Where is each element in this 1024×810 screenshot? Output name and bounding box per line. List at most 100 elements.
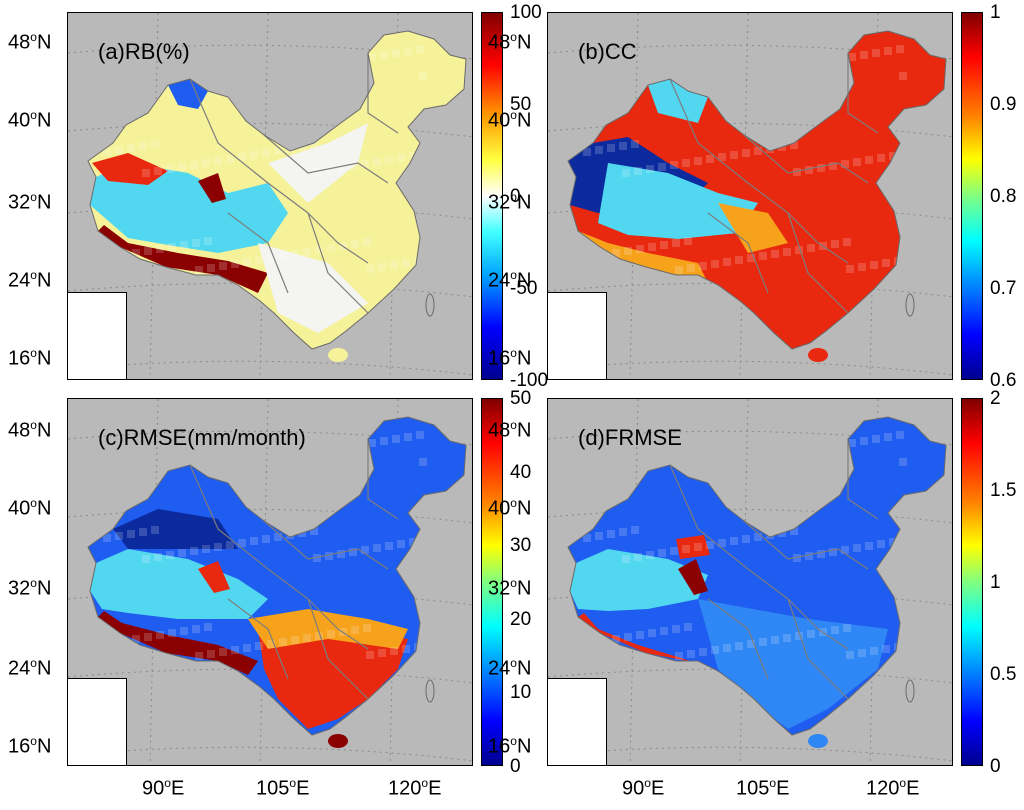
south-china-sea-inset [68,678,127,765]
grid-cell [843,624,851,632]
grid-cell [894,643,902,651]
grid-cell [870,647,878,655]
grid-cell [154,553,162,561]
grid-cell [209,52,217,60]
grid-cell [711,260,719,268]
grid-cell [706,541,714,549]
grid-cell [351,240,359,248]
colorbar-tick-label: 0.6 [990,370,1017,391]
grid-cell [279,252,287,260]
grid-cell [385,156,393,164]
grid-cell [421,536,429,544]
colorbar-tick-label: 50 [510,94,532,115]
map-frame-b: (b)CC [547,12,953,380]
grid-cell [841,546,849,554]
grid-cell [156,631,164,639]
grid-cell [103,148,111,156]
grid-cell [793,554,801,562]
panel-title-a: (a)RB(%) [98,39,190,64]
value-region [98,611,258,675]
longitude-label: 120oE [866,776,920,800]
grid-cell [120,637,128,645]
map-frame-a: (a)RB(%) [67,12,473,380]
grid-cell [139,528,147,536]
grid-cell [356,441,364,449]
grid-cell [125,452,133,460]
grid-cell [752,69,760,77]
grid-cell [190,547,198,555]
latitude-label: 16oN [488,346,532,370]
grid-cell [132,249,140,257]
grid-cell [221,50,229,58]
grid-cell [725,46,733,54]
grid-cell [363,238,371,246]
grid-cell [195,266,203,274]
grid-cell [320,61,328,69]
grid-cell [166,551,174,559]
grid-cell [882,645,890,653]
grid-cell [320,447,328,455]
hainan-island [808,734,828,748]
map-frame-c: (c)RMSE(mm/month) [67,398,473,766]
grid-cell [906,255,914,263]
grid-cell [795,246,803,254]
grid-cell [853,544,861,552]
grid-cell [380,51,388,59]
grid-cell [764,453,772,461]
china-map-b [548,13,952,379]
hainan-island [808,348,828,362]
grid-cell [740,71,748,79]
grid-cell [665,56,673,64]
grid-cell [624,247,632,255]
grid-cell [684,623,692,631]
colorbar-b: 1 0.9 0.8 0.7 0.6 [961,2,1016,391]
grid-cell [262,535,270,543]
grid-cell [860,51,868,59]
grid-cell [378,649,386,657]
grid-cell [807,244,815,252]
grid-cell [139,142,147,150]
panel-title-c: (c)RMSE(mm/month) [98,425,306,450]
grid-cell [192,239,200,247]
colorbar-tick-label: 0 [510,186,521,207]
grid-cell [699,262,707,270]
grid-cell [848,439,856,447]
grid-cell [325,552,333,560]
grid-cell [658,549,666,557]
value-regions [90,43,434,333]
grid-cell [723,644,731,652]
grid-cell [660,627,668,635]
grid-cell [363,624,371,632]
grid-cell [754,533,762,541]
grid-cell [593,68,601,76]
grid-cell [168,629,176,637]
grid-cell [113,68,121,76]
colorbar-tick-label: 0 [510,756,521,777]
grid-cell [896,45,904,53]
grid-cell [593,454,601,462]
grid-cell [872,49,880,57]
grid-cell [877,540,885,548]
grid-cell [735,256,743,264]
latitude-label: 32oN [488,190,532,214]
grid-cell [672,239,680,247]
grid-cell [653,58,661,66]
grid-cell [127,530,135,538]
grid-cell [279,638,287,646]
grid-cell [178,163,186,171]
grid-cell [624,633,632,641]
grid-cell [619,142,627,150]
value-region [198,561,230,593]
grid-cell [747,640,755,648]
grid-cell [800,447,808,455]
grid-cell [658,163,666,171]
grid-cell [142,555,150,563]
grid-cell [660,241,668,249]
grid-cell [619,528,627,536]
grid-cell [315,246,323,254]
grid-cell [113,454,121,462]
colorbar-tick-label: 0.9 [990,94,1017,115]
grid-cell [607,144,615,152]
value-region [258,243,368,333]
grid-cell [600,637,608,645]
